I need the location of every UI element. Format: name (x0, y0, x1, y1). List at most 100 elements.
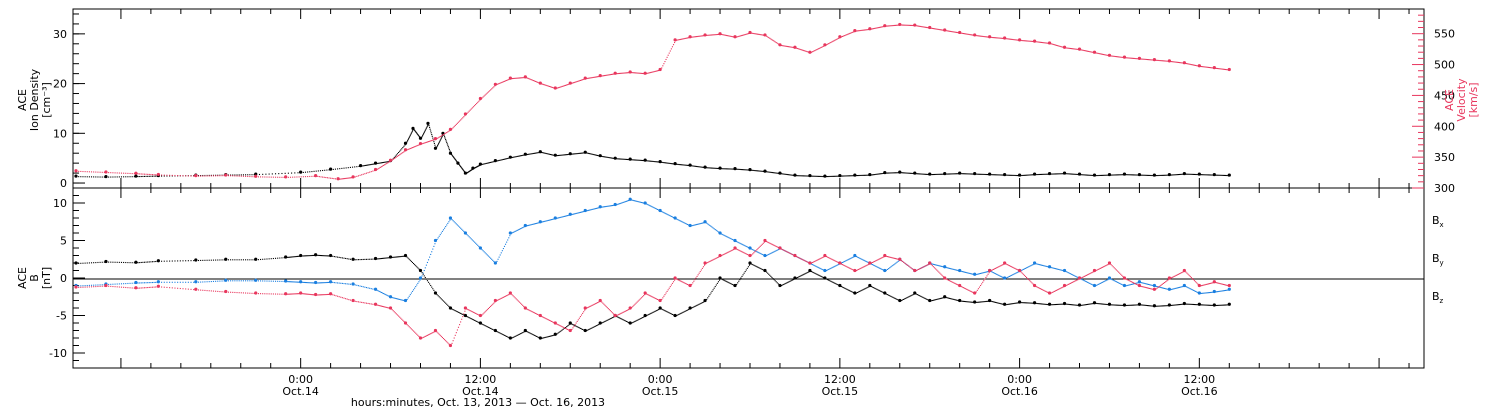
density-sample (1116, 174, 1119, 176)
density-sample (702, 166, 705, 168)
velocity-sample (372, 170, 374, 172)
velocity-sample (812, 51, 814, 53)
by-sample (477, 244, 479, 246)
density-sample (1029, 174, 1031, 176)
velocity-sample (883, 25, 885, 27)
by-sample (726, 236, 728, 238)
by-sample (437, 237, 439, 239)
velocity-sample (955, 31, 957, 33)
by-sample (567, 215, 569, 217)
density-sample (748, 169, 751, 171)
by-sample (80, 285, 82, 287)
by-sample (289, 281, 292, 283)
density-sample (770, 171, 772, 173)
density-sample (528, 153, 530, 155)
bz-sample (942, 275, 944, 277)
bx-sample (1085, 304, 1088, 306)
bz-sample (379, 305, 381, 307)
bz-sample (131, 287, 133, 289)
by-sample (853, 256, 855, 258)
velocity-sample (792, 46, 794, 49)
density-sample (319, 170, 322, 172)
density-sample (727, 168, 729, 170)
density-sample (928, 174, 930, 176)
by-sample (643, 202, 645, 204)
bz-sample (601, 301, 603, 303)
density-sample (900, 172, 902, 174)
bz-sample (346, 298, 348, 300)
density-sample (517, 155, 519, 157)
velocity-sample (507, 79, 509, 81)
density-sample (1220, 174, 1222, 176)
density-sample (1174, 174, 1176, 176)
by-sample (361, 285, 363, 287)
density-sample (411, 130, 414, 132)
bx-sample (1171, 304, 1173, 306)
density-sample (722, 168, 724, 170)
density-sample (1107, 174, 1109, 176)
by-sample (973, 273, 975, 276)
density-sample (954, 173, 956, 175)
bz-sample (952, 281, 954, 283)
bz-sample (538, 314, 540, 316)
velocity-sample (842, 35, 844, 37)
by-sample (412, 289, 415, 291)
density-sample (651, 160, 653, 162)
by-sample (881, 268, 883, 270)
bz-sample (946, 279, 948, 281)
velocity-sample (522, 77, 524, 79)
by-sample (365, 287, 368, 289)
by-sample (867, 261, 869, 264)
density-sample (745, 169, 747, 171)
density-sample (775, 172, 777, 174)
velocity-sample (1215, 67, 1217, 69)
bz-sample (524, 306, 526, 309)
bx-sample (957, 299, 959, 302)
bx-sample (770, 275, 772, 277)
bx-sample (963, 300, 966, 303)
bz-sample (961, 286, 963, 288)
bx-sample (973, 301, 975, 303)
velocity-sample (1226, 69, 1228, 71)
by-sample (647, 204, 649, 206)
density-sample (163, 175, 165, 177)
velocity-sample (406, 149, 408, 151)
bx-sample (1043, 303, 1045, 305)
bx-sample (771, 276, 773, 279)
bz-sample (792, 254, 794, 256)
by-sample (319, 282, 322, 284)
by-sample (663, 212, 665, 214)
by-sample (1191, 289, 1193, 291)
density-sample (434, 146, 437, 148)
by-sample (966, 272, 968, 274)
by-sample (1021, 269, 1023, 271)
velocity-sample (481, 97, 483, 99)
by-sample (1015, 272, 1017, 274)
by-sample (770, 252, 772, 254)
bz-sample (372, 303, 374, 305)
bx-sample (946, 297, 948, 299)
density-sample (422, 134, 424, 136)
density-sample (883, 172, 885, 174)
density-sample (1205, 174, 1207, 176)
velocity-sample (452, 127, 454, 129)
density-sample (503, 158, 506, 160)
velocity-sample (695, 36, 697, 38)
bz-sample (867, 264, 869, 266)
density-sample (584, 152, 586, 154)
density-sample (416, 132, 418, 134)
velocity-sample (751, 32, 753, 34)
density-sample (1032, 174, 1034, 176)
by-sample (684, 222, 686, 224)
by-sample (526, 225, 528, 227)
by-sample (562, 216, 564, 218)
bz-sample (166, 286, 168, 288)
velocity-sample (947, 30, 950, 32)
density-sample (695, 165, 697, 167)
velocity-sample (851, 31, 853, 34)
bz-sample (384, 306, 386, 308)
by-sample (151, 281, 154, 284)
bz-sample (348, 299, 350, 301)
density-sample (432, 137, 434, 139)
bz-sample (875, 260, 877, 262)
